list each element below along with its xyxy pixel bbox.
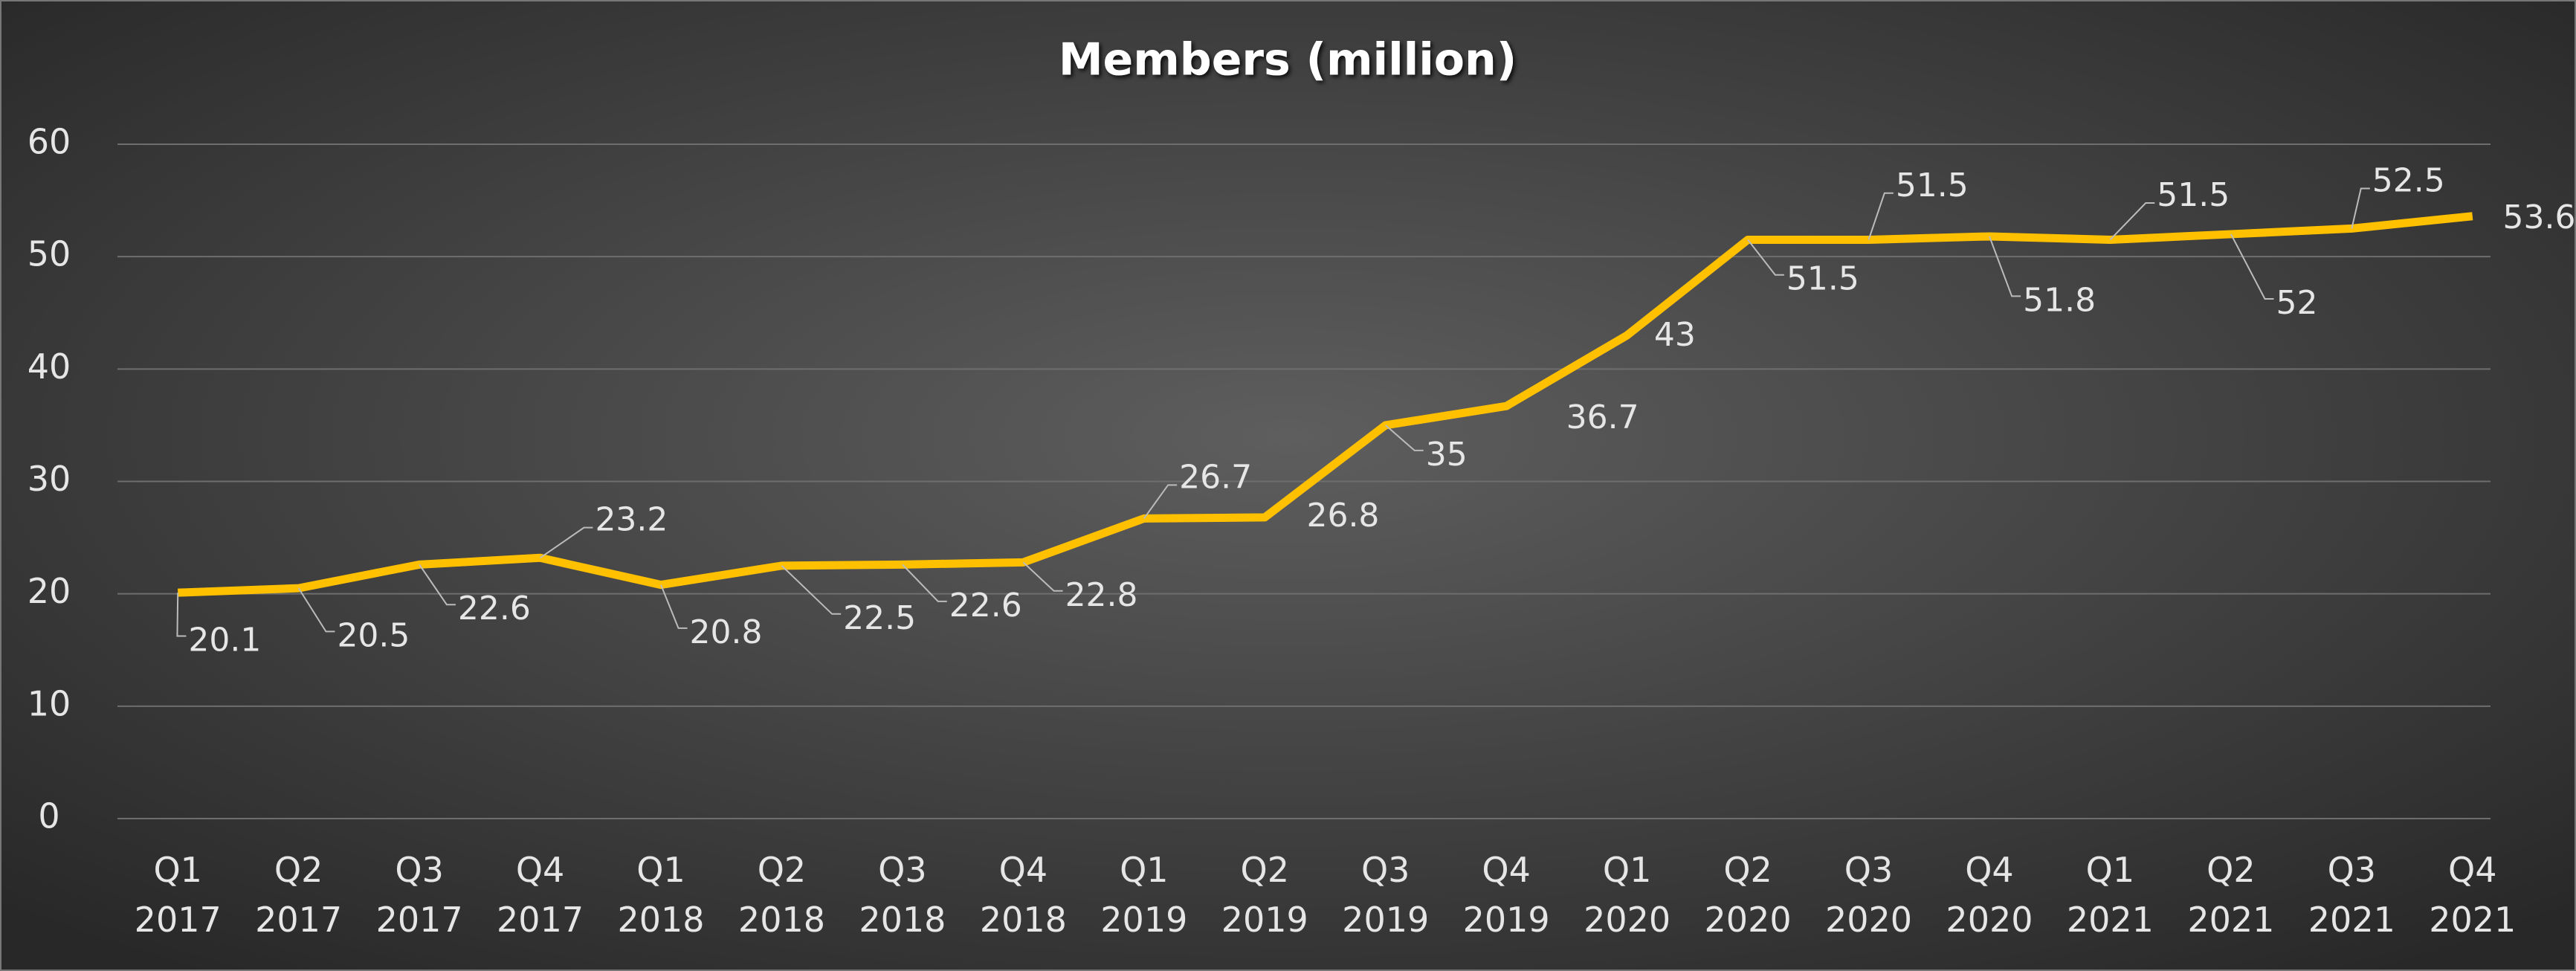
leader-line [176,593,187,637]
data-label: 52.5 [2372,161,2445,199]
x-tick-label: Q3 2017 [376,850,463,940]
data-label: 26.7 [1179,458,1252,496]
data-label: 51.5 [1896,167,1969,204]
data-label: 22.6 [458,590,531,628]
data-line [178,212,2473,597]
x-tick-label: Q4 2021 [2429,850,2516,940]
x-tick-label: Q1 2021 [2067,850,2154,940]
leader-line [2351,187,2370,229]
y-tick-label: 40 [28,346,71,387]
y-tick-label: 50 [28,234,71,274]
data-label: 51.5 [1786,260,1859,298]
x-tick-label: Q2 2018 [738,850,825,940]
data-label: 22.6 [949,587,1022,625]
data-label: 51.5 [2157,176,2230,214]
x-tick-label: Q4 2017 [497,850,584,940]
y-tick-label: 20 [28,571,71,611]
x-tick-label: Q1 2020 [1584,850,1670,940]
data-label: 36.7 [1566,399,1639,436]
leader-line [1989,236,2021,297]
data-label: 26.8 [1306,497,1379,535]
leader-line [2230,233,2274,300]
x-tick-label: Q2 2020 [1705,850,1792,940]
x-tick-label: Q4 2019 [1463,850,1550,940]
leader-line [1385,425,1424,451]
y-tick-label: 60 [28,122,71,162]
leader-line [781,565,842,615]
y-tick-label: 0 [38,796,59,836]
x-tick-label: Q1 2017 [135,850,222,940]
y-tick-label: 30 [28,459,71,499]
data-label: 23.2 [595,501,668,539]
leader-line [1143,484,1178,519]
x-tick-label: Q1 2019 [1100,850,1187,940]
data-label: 22.8 [1065,576,1138,614]
x-tick-label: Q4 2020 [1946,850,2033,940]
data-label: 20.1 [188,621,261,659]
leader-line [297,587,335,633]
leader-line [1747,239,1784,276]
leader-line [419,564,456,606]
x-tick-label: Q1 2018 [617,850,704,940]
leader-line [1022,561,1063,592]
x-tick-label: Q2 2019 [1221,850,1308,940]
x-tick-label: Q2 2017 [255,850,342,940]
chart-title: Members (million) [1059,34,1517,86]
data-label: 22.5 [843,599,916,637]
data-label: 20.5 [337,616,410,654]
leader-line [1868,192,1894,240]
leader-line [540,526,593,559]
x-tick-label: Q3 2021 [2308,850,2395,940]
data-label: 53.6 [2502,199,2575,236]
x-tick-label: Q2 2021 [2187,850,2274,940]
data-label: 52 [2276,284,2317,322]
x-tick-label: Q4 2018 [980,850,1067,940]
data-label: 43 [1654,316,1696,354]
x-tick-label: Q3 2020 [1825,850,1912,940]
data-label: 51.8 [2023,281,2096,319]
y-tick-label: 10 [28,683,71,723]
x-tick-label: Q3 2019 [1342,850,1429,940]
x-tick-label: Q3 2018 [859,850,946,940]
data-label: 35 [1426,436,1468,474]
leader-line [2109,202,2155,241]
leader-line [902,564,947,602]
data-label: 20.8 [690,613,763,651]
leader-line [660,584,688,629]
